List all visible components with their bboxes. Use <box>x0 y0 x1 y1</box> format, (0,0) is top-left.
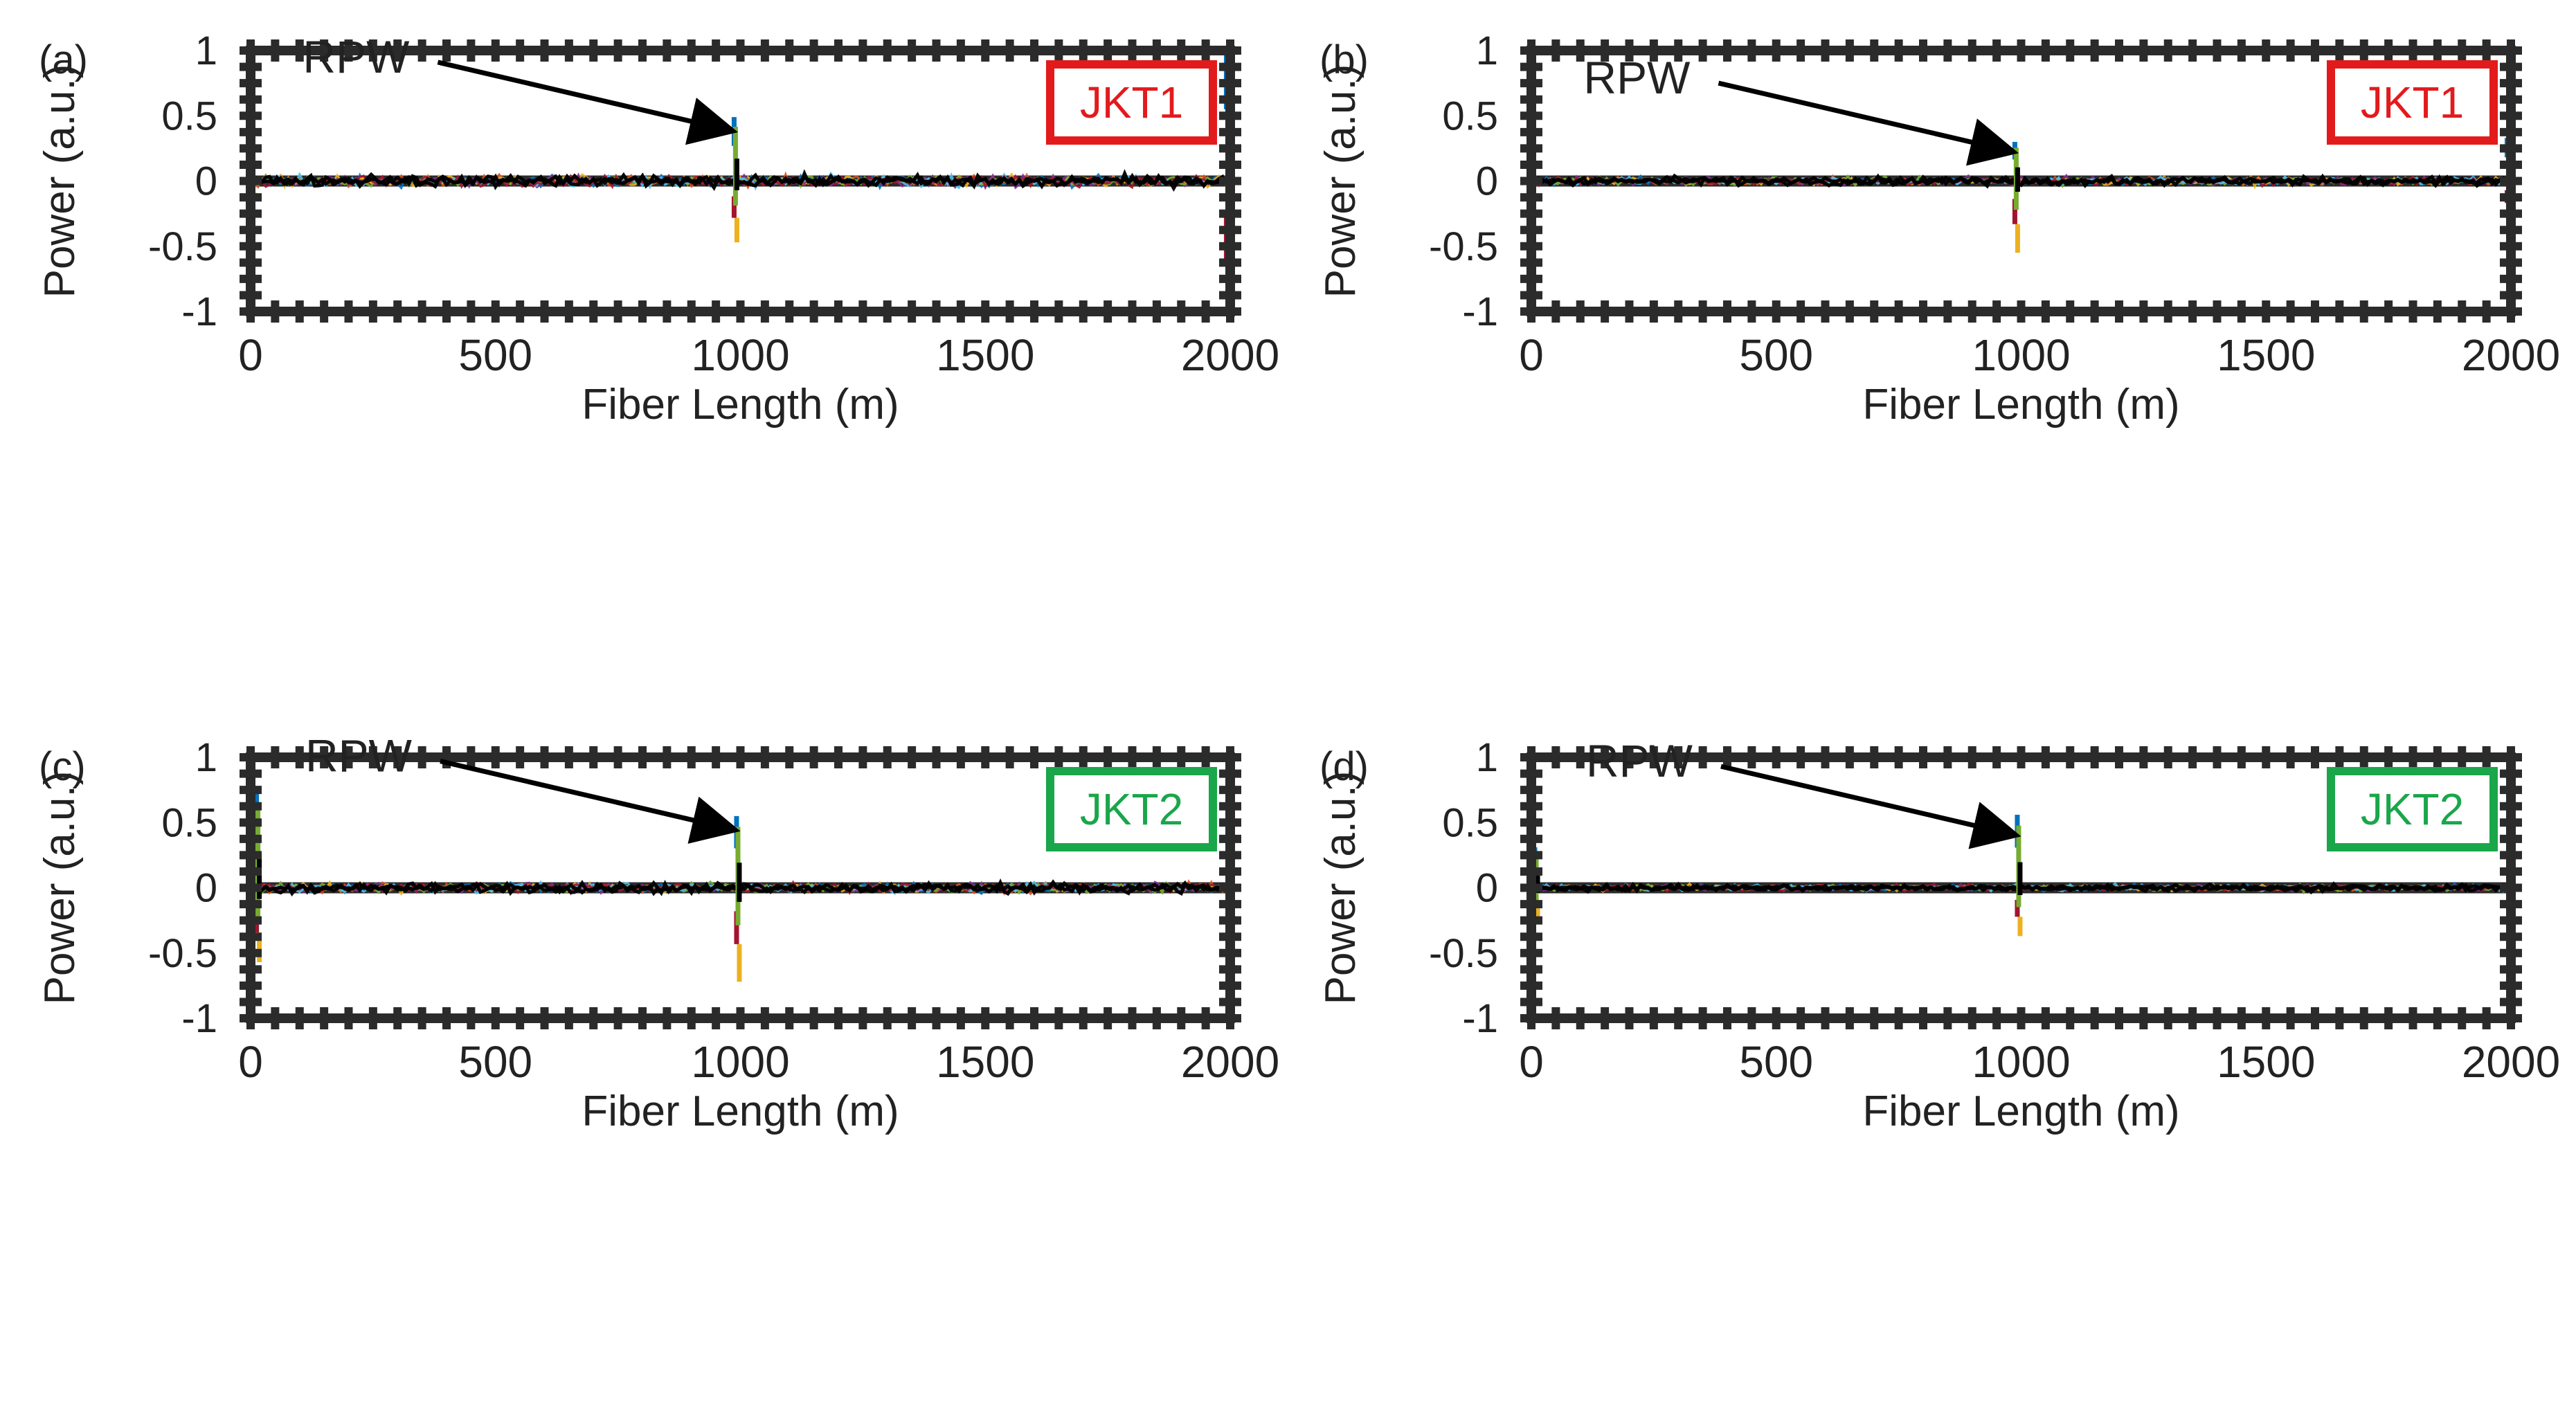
x-tick-label: 1000 <box>1972 1037 2070 1087</box>
y-tick-label: 0.5 <box>161 93 217 138</box>
annotation-arrow <box>1720 764 2021 849</box>
chart-panel-a: (a) 1 0.5 0 -0.5 -1 0 500 1000 1500 2000 Fiber Leng… <box>36 28 1279 428</box>
x-tick-label: 1500 <box>936 1037 1034 1087</box>
x-tick-label: 500 <box>1739 1037 1813 1087</box>
x-tick-label: 500 <box>458 1037 532 1087</box>
event-spike <box>731 117 739 243</box>
x-tick-label: 0 <box>238 330 263 380</box>
jacket-badge <box>2327 60 2498 145</box>
panel-label: (c) <box>39 744 86 789</box>
jacket-badge-label: JKT1 <box>2361 78 2464 127</box>
y-tick-label: -1 <box>1462 996 1498 1041</box>
series-trace <box>251 172 1230 190</box>
annotation-label: RPW <box>1583 52 1691 103</box>
y-tick-label: 1 <box>1476 735 1498 780</box>
jacket-badge <box>1046 60 1217 145</box>
y-tick-label: 0.5 <box>1442 800 1498 845</box>
x-tick-label: 0 <box>1519 330 1544 380</box>
series-trace <box>1531 173 2511 189</box>
chart-panel-c: (c) 1 0.5 0 -0.5 -1 0 500 1000 1500 2000 Fiber Leng… <box>36 730 1279 1135</box>
y-tick-label: -0.5 <box>148 224 217 269</box>
x-tick-label: 2000 <box>2462 330 2560 380</box>
x-tick-label: 0 <box>238 1037 263 1087</box>
x-tick-label: 500 <box>1739 330 1813 380</box>
x-tick-label: 1000 <box>691 1037 789 1087</box>
y-tick-label: -1 <box>181 289 217 334</box>
y-axis-title: Power (a.u.) <box>1317 771 1364 1005</box>
y-tick-label: 0 <box>1476 159 1498 204</box>
y-axis-title: Power (a.u.) <box>1317 64 1364 298</box>
chart-panel-d: (d) 1 0.5 0 -0.5 -1 0 500 1000 1500 2000 Fiber Leng… <box>1317 735 2560 1135</box>
annotation-arrow <box>1718 80 2019 166</box>
y-tick-label: -0.5 <box>1429 224 1498 269</box>
event-spike <box>2015 814 2023 937</box>
jacket-badge-label: JKT1 <box>1080 78 1183 127</box>
annotation-arrow <box>437 60 739 145</box>
panel-label: (a) <box>39 37 88 82</box>
chart-panel-b: (b) 1 0.5 0 -0.5 -1 0 500 1000 1500 2000 Fiber Leng… <box>1317 28 2560 428</box>
y-tick-label: 1 <box>1476 28 1498 73</box>
jacket-badge-label: JKT2 <box>1080 784 1183 834</box>
y-tick-label: 0 <box>195 866 217 911</box>
annotation-arrow <box>440 759 741 844</box>
annotation-label: RPW <box>303 31 410 82</box>
noise-traces <box>1531 138 2511 253</box>
x-axis-title: Fiber Length (m) <box>582 381 899 428</box>
x-tick-label: 2000 <box>2462 1037 2560 1087</box>
tick-marks <box>1520 746 2522 1029</box>
jacket-badge <box>2327 767 2498 851</box>
tick-marks <box>240 39 1241 323</box>
x-axis-title: Fiber Length (m) <box>1862 1087 2179 1135</box>
x-tick-label: 1500 <box>2217 330 2315 380</box>
y-tick-label: -0.5 <box>1429 931 1498 976</box>
y-tick-label: 1 <box>195 735 217 780</box>
event-spike <box>2012 141 2020 253</box>
x-tick-label: 1000 <box>691 330 789 380</box>
jacket-badge-label: JKT2 <box>2361 784 2464 834</box>
panel-label: (d) <box>1319 744 1369 789</box>
y-axis-title: Power (a.u.) <box>36 64 84 298</box>
annotation-label: RPW <box>1586 735 1693 786</box>
jacket-badge <box>1046 767 1217 851</box>
y-axis-title: Power (a.u.) <box>36 771 84 1005</box>
tick-marks <box>1520 39 2522 323</box>
y-tick-label: 0 <box>195 159 217 204</box>
y-tick-label: 1 <box>195 28 217 73</box>
x-axis-title: Fiber Length (m) <box>1862 381 2179 428</box>
x-tick-label: 1500 <box>936 330 1034 380</box>
y-tick-label: 0.5 <box>161 800 217 845</box>
noise-traces <box>251 791 1230 982</box>
y-tick-label: -1 <box>1462 289 1498 334</box>
x-tick-label: 2000 <box>1181 330 1279 380</box>
y-tick-label: 0 <box>1476 866 1498 911</box>
y-tick-label: -0.5 <box>148 931 217 976</box>
y-tick-label: 0.5 <box>1442 93 1498 138</box>
x-axis-title: Fiber Length (m) <box>582 1087 899 1135</box>
y-tick-label: -1 <box>181 996 217 1041</box>
x-tick-label: 1500 <box>2217 1037 2315 1087</box>
x-tick-label: 2000 <box>1181 1037 1279 1087</box>
annotation-label: RPW <box>305 730 413 782</box>
panel-label: (b) <box>1319 37 1369 82</box>
x-tick-label: 0 <box>1519 1037 1544 1087</box>
x-tick-label: 1000 <box>1972 330 2070 380</box>
event-spike <box>734 815 742 982</box>
tick-marks <box>240 746 1241 1029</box>
noise-traces <box>1531 814 2511 937</box>
x-tick-label: 500 <box>458 330 532 380</box>
